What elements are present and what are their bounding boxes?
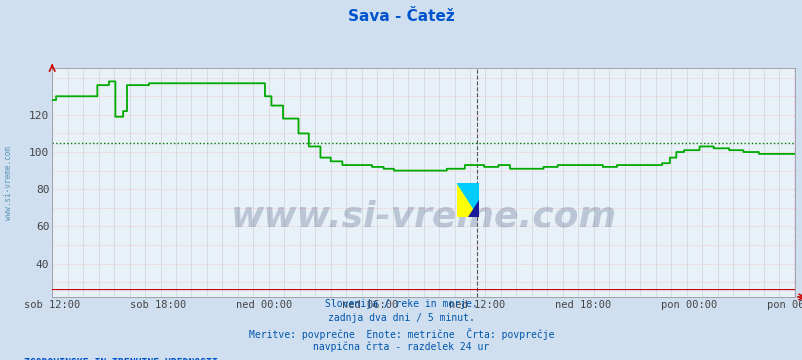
Text: Meritve: povprečne  Enote: metrične  Črta: povprečje: Meritve: povprečne Enote: metrične Črta:… xyxy=(249,328,553,339)
Polygon shape xyxy=(456,183,479,217)
Text: ZGODOVINSKE IN TRENUTNE VREDNOSTI: ZGODOVINSKE IN TRENUTNE VREDNOSTI xyxy=(24,358,217,360)
Polygon shape xyxy=(456,183,479,217)
Text: navpična črta - razdelek 24 ur: navpična črta - razdelek 24 ur xyxy=(313,342,489,352)
Text: www.si-vreme.com: www.si-vreme.com xyxy=(230,200,616,234)
Text: zadnja dva dni / 5 minut.: zadnja dva dni / 5 minut. xyxy=(328,313,474,323)
Text: www.si-vreme.com: www.si-vreme.com xyxy=(3,146,13,220)
Text: Sava - Čatež: Sava - Čatež xyxy=(348,9,454,24)
Text: Slovenija / reke in morje.: Slovenija / reke in morje. xyxy=(325,299,477,309)
Polygon shape xyxy=(468,200,479,217)
